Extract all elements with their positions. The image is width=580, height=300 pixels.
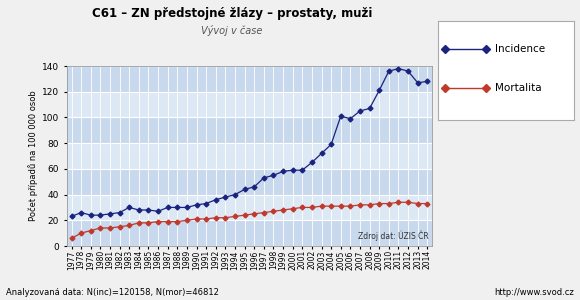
Text: Vývoj v čase: Vývoj v čase — [201, 26, 263, 37]
Bar — [67, 169, 432, 195]
Text: Analyzovaná data: N(inc)=120158, N(mor)=46812: Analyzovaná data: N(inc)=120158, N(mor)=… — [6, 288, 219, 297]
Bar — [67, 92, 432, 117]
Text: Mortalita: Mortalita — [495, 83, 542, 93]
Y-axis label: Počet případů na 100 000 osob: Počet případů na 100 000 osob — [28, 91, 38, 221]
Bar — [67, 143, 432, 169]
Text: Zdroj dat: ÚZIS ČR: Zdroj dat: ÚZIS ČR — [358, 230, 429, 241]
Text: C61 – ZN předstojné žlázy – prostaty, muži: C61 – ZN předstojné žlázy – prostaty, mu… — [92, 8, 372, 20]
Bar — [67, 66, 432, 92]
Text: http://www.svod.cz: http://www.svod.cz — [494, 288, 574, 297]
Bar — [67, 220, 432, 246]
Text: Incidence: Incidence — [495, 44, 545, 54]
Bar — [67, 195, 432, 220]
Bar — [67, 117, 432, 143]
